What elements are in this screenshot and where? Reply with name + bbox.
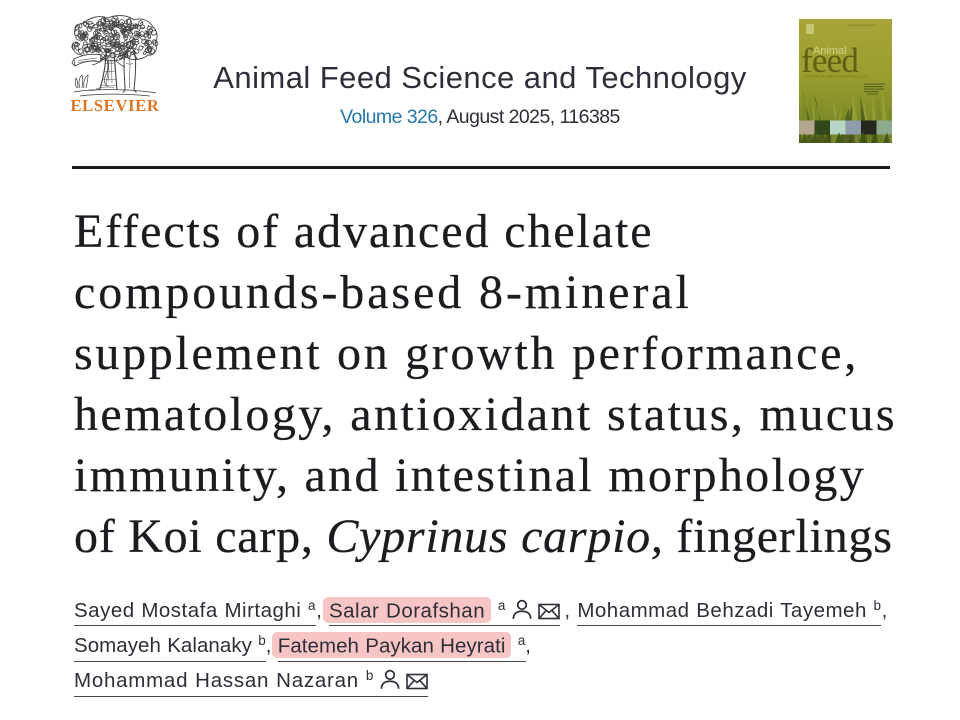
svg-text:feed: feed	[801, 41, 859, 80]
svg-text:Animal: Animal	[813, 45, 847, 57]
svg-text:SCIENCE AND TECHNOLOGY: SCIENCE AND TECHNOLOGY	[805, 74, 869, 79]
